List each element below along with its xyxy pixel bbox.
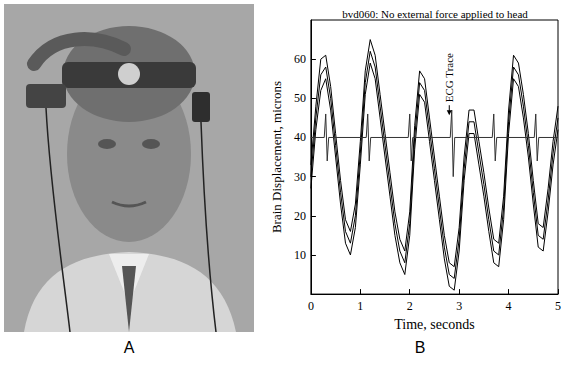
svg-text:1: 1 [357,299,363,313]
svg-text:30: 30 [294,170,306,184]
svg-text:4: 4 [506,299,512,313]
svg-text:Brain Displacement, microns: Brain Displacement, microns [269,81,284,233]
svg-text:3: 3 [456,299,462,313]
svg-text:ECG Trace: ECG Trace [443,53,455,102]
html-text:A: A [123,339,135,356]
svg-text:60: 60 [294,52,306,66]
svg-text:40: 40 [294,130,306,144]
svg-text:Time, seconds: Time, seconds [394,317,474,332]
svg-text:10: 10 [294,248,306,262]
svg-text:20: 20 [294,209,306,223]
svg-text:5: 5 [555,299,561,313]
svg-text:50: 50 [294,91,306,105]
svg-text:2: 2 [407,299,413,313]
html-text:B: B [414,339,426,356]
svg-text:0: 0 [308,299,314,313]
svg-text:bvd060: No external force appl: bvd060: No external force applied to hea… [342,8,528,20]
